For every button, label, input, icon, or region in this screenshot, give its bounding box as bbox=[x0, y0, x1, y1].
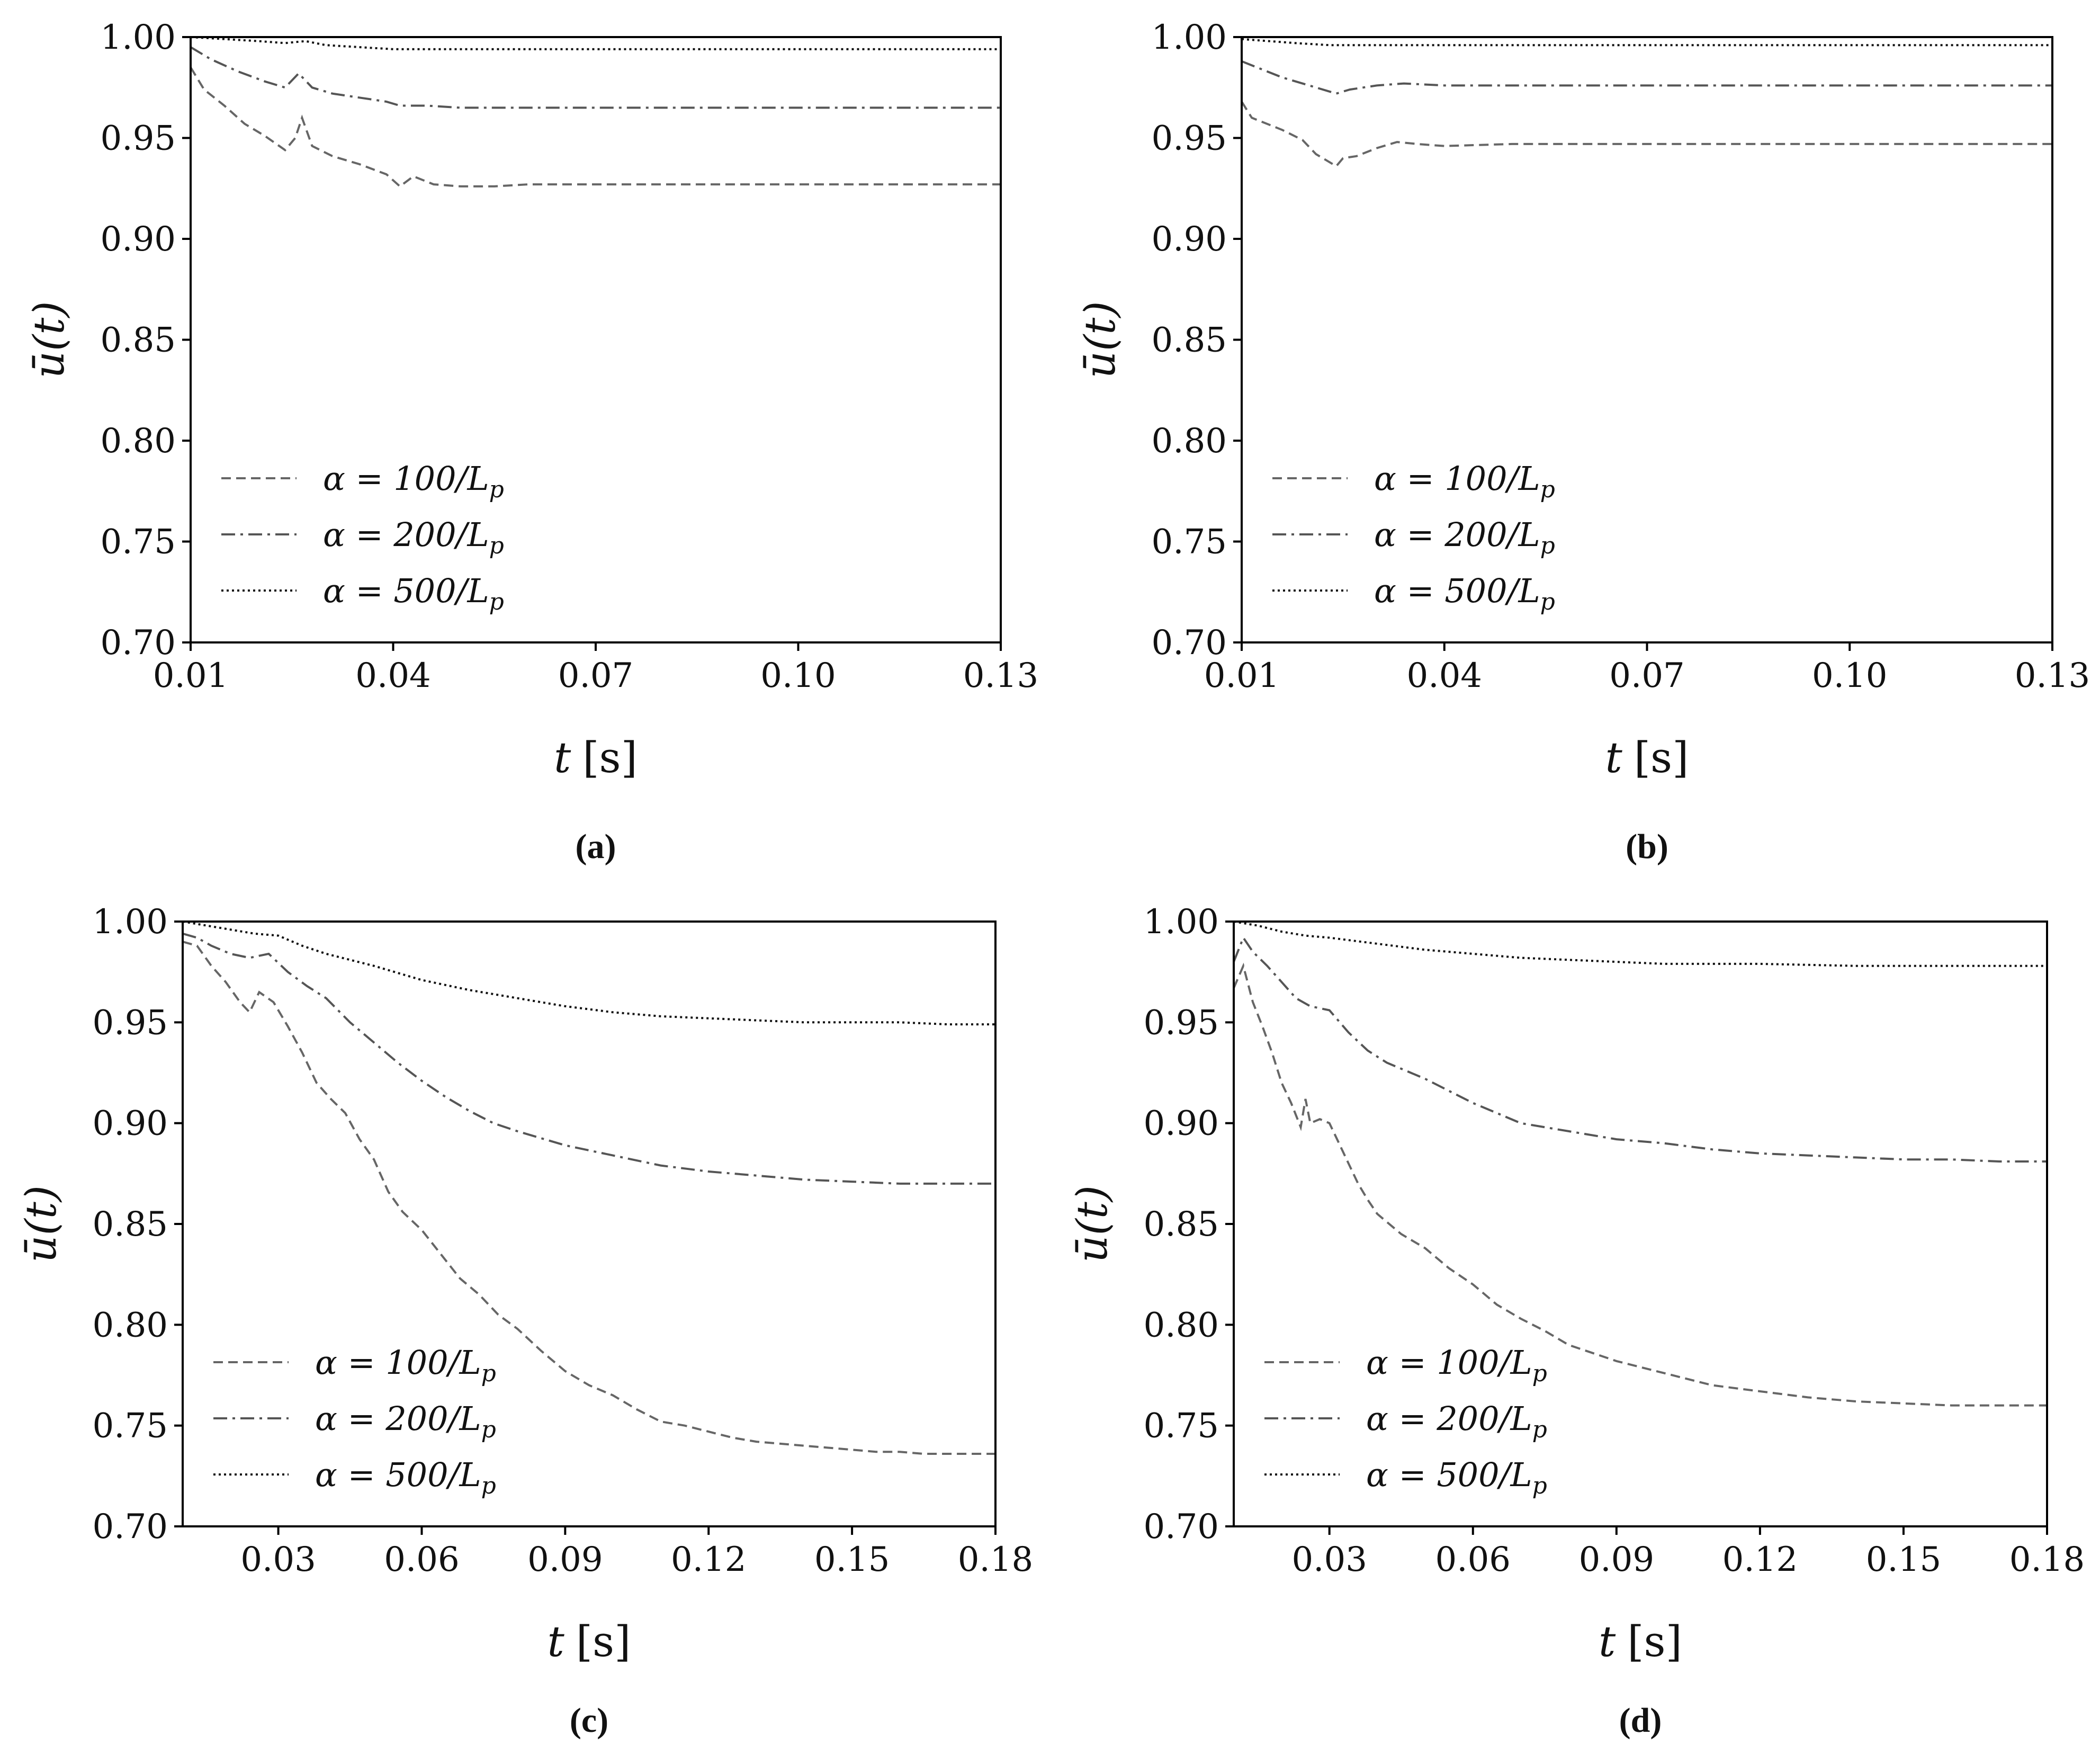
x-tick-label: 0.15 bbox=[814, 1540, 890, 1579]
x-tick-label: 0.07 bbox=[1609, 656, 1685, 695]
x-tick-label: 0.04 bbox=[355, 656, 431, 695]
x-tick-label: 0.10 bbox=[760, 656, 836, 695]
x-tick-label: 0.03 bbox=[1291, 1540, 1367, 1579]
series-line-3 bbox=[183, 922, 995, 1026]
y-tick-label: 0.95 bbox=[1152, 119, 1227, 158]
y-tick-label: 0.80 bbox=[1144, 1306, 1219, 1345]
y-tick-label: 0.90 bbox=[1152, 220, 1227, 259]
y-axis-label: ū(t) bbox=[1075, 301, 1125, 378]
x-tick-label: 0.15 bbox=[1866, 1540, 1942, 1579]
y-tick-label: 0.85 bbox=[1152, 321, 1227, 360]
legend-label-1: α = 100/Lp bbox=[1374, 459, 1555, 503]
chart-panel-b: 0.70 0.75 0.80 0.85 0.90 0.95 1.00 0.01 0.04 0.07… bbox=[1075, 18, 2090, 866]
y-tick-label: 1.00 bbox=[101, 18, 176, 57]
x-tick-label: 0.09 bbox=[527, 1540, 603, 1579]
x-tick-label: 0.13 bbox=[2015, 656, 2090, 695]
plot-frame bbox=[182, 920, 997, 1527]
y-tick-label: 0.75 bbox=[93, 1407, 168, 1446]
y-tick-label: 0.70 bbox=[1152, 623, 1227, 663]
y-tick-label: 0.85 bbox=[93, 1205, 168, 1244]
y-axis-label: ū(t) bbox=[24, 301, 74, 378]
chart-panel-c: 0.70 0.75 0.80 0.85 0.90 0.95 1.00 0.03 0.06 0.09… bbox=[16, 902, 1033, 1740]
y-tick-label: 0.85 bbox=[1144, 1205, 1219, 1244]
chart-panel-a: 0.70 0.75 0.80 0.85 0.90 0.95 1.00 0.01 0.04 0.07… bbox=[24, 18, 1038, 866]
legend-label-2: α = 200/Lp bbox=[323, 515, 504, 559]
panel-caption: (d) bbox=[1619, 1701, 1662, 1740]
x-tick-label: 0.12 bbox=[671, 1540, 747, 1579]
series-line-2 bbox=[191, 46, 1001, 109]
legend-label-1: α = 100/Lp bbox=[315, 1343, 496, 1387]
x-tick-label: 0.04 bbox=[1407, 656, 1483, 695]
x-tick-label: 0.09 bbox=[1579, 1540, 1655, 1579]
series-line-2 bbox=[1242, 60, 2052, 95]
x-tick-label: 0.06 bbox=[1435, 1540, 1511, 1579]
series-line-3 bbox=[1234, 922, 2047, 967]
series-line-1 bbox=[1234, 962, 2047, 1407]
series-line-1 bbox=[191, 67, 1001, 188]
x-tick-label: 0.06 bbox=[384, 1540, 460, 1579]
x-tick-label: 0.13 bbox=[963, 656, 1039, 695]
plot-frame bbox=[190, 36, 1002, 643]
y-tick-label: 1.00 bbox=[1144, 902, 1219, 942]
legend-label-2: α = 200/Lp bbox=[1374, 515, 1555, 559]
series-line-1 bbox=[183, 941, 995, 1455]
x-tick-label: 0.18 bbox=[958, 1540, 1034, 1579]
y-tick-label: 0.95 bbox=[1144, 1003, 1219, 1042]
series-line-2 bbox=[1234, 935, 2047, 1163]
legend-label-2: α = 200/Lp bbox=[315, 1399, 496, 1443]
panel-caption: (a) bbox=[576, 827, 616, 866]
y-axis-label: ū(t) bbox=[1067, 1185, 1117, 1263]
x-axis-label: t [s] bbox=[1599, 1617, 1682, 1666]
x-tick-label: 0.07 bbox=[558, 656, 634, 695]
x-tick-label: 0.10 bbox=[1812, 656, 1888, 695]
y-axis-label: ū(t) bbox=[16, 1185, 66, 1263]
x-tick-label: 0.12 bbox=[1722, 1540, 1798, 1579]
plot-frame bbox=[1233, 920, 2048, 1527]
series-line-1 bbox=[1242, 101, 2052, 168]
chart-panel-d: 0.70 0.75 0.80 0.85 0.90 0.95 1.00 0.03 0.06 0.09… bbox=[1067, 902, 2085, 1740]
legend-label-3: α = 500/Lp bbox=[315, 1455, 496, 1499]
x-tick-label: 0.01 bbox=[153, 656, 229, 695]
y-tick-label: 0.70 bbox=[101, 623, 176, 663]
y-tick-label: 0.95 bbox=[93, 1003, 168, 1042]
panel-caption: (b) bbox=[1626, 827, 1668, 866]
x-tick-label: 0.01 bbox=[1204, 656, 1280, 695]
y-tick-label: 0.80 bbox=[1152, 422, 1227, 461]
legend-label-3: α = 500/Lp bbox=[1374, 571, 1555, 615]
x-tick-label: 0.18 bbox=[2009, 1540, 2085, 1579]
y-tick-label: 0.95 bbox=[101, 119, 176, 158]
series-line-2 bbox=[183, 932, 995, 1185]
legend-label-3: α = 500/Lp bbox=[323, 571, 504, 615]
y-tick-label: 0.70 bbox=[93, 1507, 168, 1547]
y-tick-label: 0.75 bbox=[1152, 523, 1227, 562]
x-axis-label: t [s] bbox=[554, 733, 638, 782]
x-tick-label: 0.03 bbox=[240, 1540, 316, 1579]
legend-label-2: α = 200/Lp bbox=[1366, 1399, 1547, 1443]
legend-label-3: α = 500/Lp bbox=[1366, 1455, 1547, 1499]
legend-label-1: α = 100/Lp bbox=[1366, 1343, 1547, 1387]
y-tick-label: 1.00 bbox=[1152, 18, 1227, 57]
x-axis-label: t [s] bbox=[548, 1617, 631, 1666]
y-tick-label: 0.90 bbox=[1144, 1104, 1219, 1143]
y-tick-label: 0.90 bbox=[101, 220, 176, 259]
series-line-3 bbox=[1242, 38, 2052, 47]
series-line-3 bbox=[191, 37, 1001, 50]
x-axis-label: t [s] bbox=[1605, 733, 1689, 782]
y-tick-label: 0.80 bbox=[101, 422, 176, 461]
y-tick-label: 0.80 bbox=[93, 1306, 168, 1345]
y-tick-label: 0.85 bbox=[101, 321, 176, 360]
y-tick-label: 0.75 bbox=[101, 523, 176, 562]
plot-frame bbox=[1241, 36, 2053, 643]
y-tick-label: 0.70 bbox=[1144, 1507, 1219, 1547]
legend-label-1: α = 100/Lp bbox=[323, 459, 504, 503]
panel-caption: (c) bbox=[570, 1701, 608, 1740]
y-tick-label: 0.90 bbox=[93, 1104, 168, 1143]
y-tick-label: 1.00 bbox=[93, 902, 168, 942]
y-tick-label: 0.75 bbox=[1144, 1407, 1219, 1446]
